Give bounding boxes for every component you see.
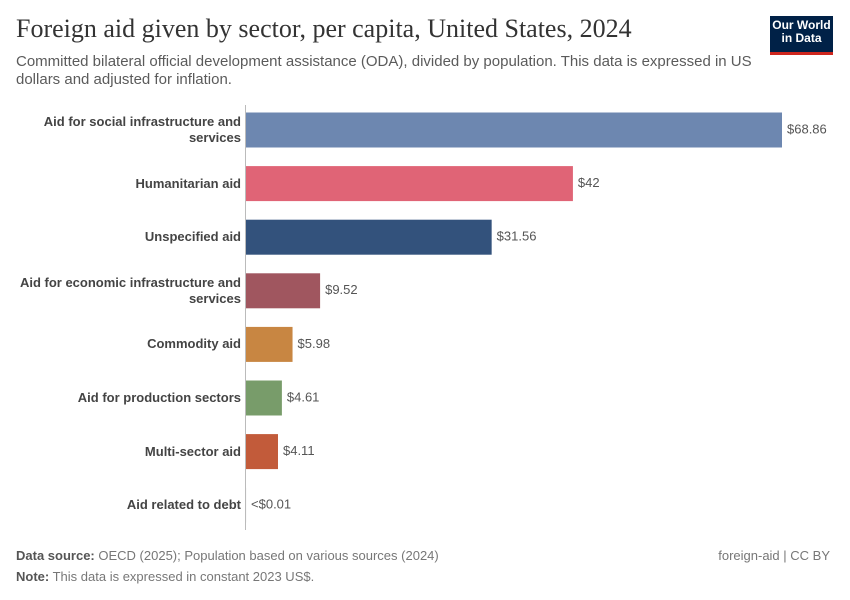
note: Note: This data is expressed in constant… — [16, 569, 314, 584]
bar — [246, 219, 492, 255]
bar — [246, 434, 278, 470]
category-label: Aid for production sectors — [77, 390, 241, 405]
note-label: Note: — [16, 569, 50, 584]
logo[interactable]: Our World in Data — [770, 16, 833, 55]
source: Data source: OECD (2025); Population bas… — [16, 548, 439, 563]
chart-title: Foreign aid given by sector, per capita,… — [16, 14, 632, 43]
category-label: Humanitarian aid — [135, 175, 241, 191]
bar — [246, 273, 321, 309]
category-label: Aid for social infrastructure and servic… — [43, 114, 241, 145]
value-label: <$0.01 — [251, 497, 291, 512]
category-label: Aid related to debt — [126, 497, 241, 513]
category-label: Unspecified aid — [144, 229, 241, 245]
category-label: Aid for economic infrastructure and serv… — [19, 274, 241, 306]
source-text: OECD (2025); Population based on various… — [98, 548, 439, 563]
value-label: $31.56 — [497, 229, 537, 244]
note-text: This data is expressed in constant 2023 … — [52, 569, 315, 584]
bar — [246, 166, 573, 202]
bar — [246, 326, 293, 362]
category-label: Commodity aid — [147, 336, 241, 352]
source-label: Data source: — [16, 548, 95, 563]
value-label: $9.52 — [325, 282, 358, 297]
value-label: $4.61 — [287, 389, 320, 404]
bar — [246, 380, 282, 416]
chart-subtitle: Committed bilateral official development… — [16, 53, 752, 88]
value-label: $5.98 — [298, 336, 331, 351]
license[interactable]: foreign-aid | CC BY — [718, 548, 830, 563]
category-label: Multi-sector aid — [144, 443, 241, 459]
value-label: $42 — [578, 175, 600, 190]
value-label: $4.11 — [283, 443, 315, 458]
bar — [246, 112, 782, 148]
value-label: $68.86 — [787, 121, 827, 136]
